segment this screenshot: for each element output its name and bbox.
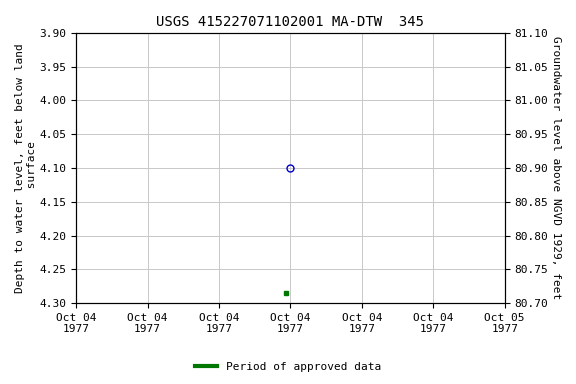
Legend: Period of approved data: Period of approved data (191, 358, 385, 377)
Y-axis label: Depth to water level, feet below land
 surface: Depth to water level, feet below land su… (15, 43, 37, 293)
Title: USGS 415227071102001 MA-DTW  345: USGS 415227071102001 MA-DTW 345 (157, 15, 425, 29)
Y-axis label: Groundwater level above NGVD 1929, feet: Groundwater level above NGVD 1929, feet (551, 36, 561, 300)
